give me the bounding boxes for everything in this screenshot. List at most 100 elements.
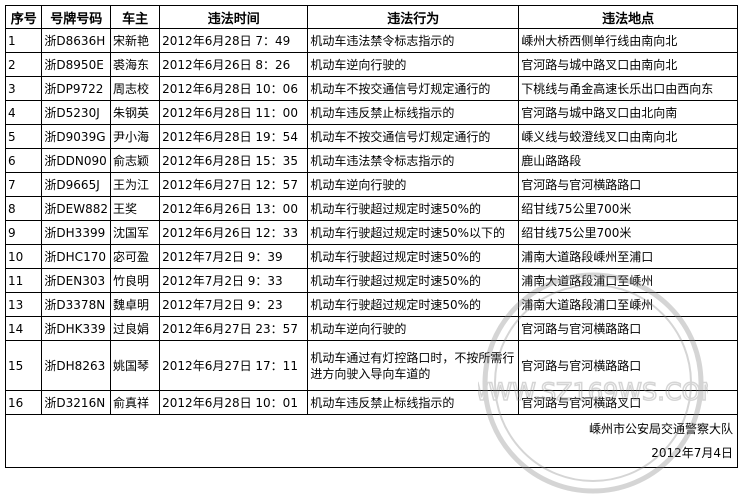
header-col-plate: 号牌号码 (41, 5, 112, 29)
col-owner-cell: 俞真祥 (110, 390, 161, 415)
col-location-cell: 官河路与城中路叉口由北向南 (518, 100, 738, 125)
col-owner-cell: 王为江 (110, 172, 161, 197)
table-row: 16 浙D3216N 俞真祥 2012年6月28日 10：01 机动车违反禁止标线指示的… (4, 390, 738, 415)
header-col-index: 序号 (4, 5, 43, 29)
col-violation-cell: 机动车通过有灯控路口时，不按所需行进方向驶入导向车道的 (307, 340, 520, 391)
col-violation-cell: 机动车行驶超过规定时速50%的 (307, 196, 520, 221)
col-violation-cell: 机动车行驶超过规定时速50%的 (307, 244, 520, 269)
col-index-cell: 14 (4, 316, 43, 341)
col-plate-cell: 浙DH3399 (41, 220, 112, 245)
col-index-cell: 7 (4, 172, 43, 197)
col-violation-cell: 机动车逆向行驶的 (307, 172, 520, 197)
col-location-cell: 官河路与官河横路路口 (518, 340, 738, 391)
col-location-cell: 浦南大道路段浦口至嵊州 (518, 268, 738, 293)
col-plate-cell: 浙D8950E (41, 52, 112, 77)
col-plate-cell: 浙D9039G (41, 124, 112, 149)
table-row: 15 浙DH8263 姚国琴 2012年6月27日 17：11 机动车通过有灯控路口时，… (4, 340, 738, 391)
col-time-cell: 2012年6月27日 12：57 (159, 172, 309, 197)
col-index-cell: 3 (4, 76, 43, 101)
col-time-cell: 2012年6月26日 13：00 (159, 196, 309, 221)
col-owner-cell: 朱钢英 (110, 100, 161, 125)
col-location-cell: 浦南大道路段嵊州至浦口 (518, 244, 738, 269)
col-violation-cell: 机动车逆向行驶的 (307, 316, 520, 341)
col-time-cell: 2012年7月2日 9：23 (159, 292, 309, 317)
col-violation-cell: 机动车违法禁令标志指示的 (307, 28, 520, 53)
issue-date: 2012年7月4日 (651, 446, 733, 460)
col-index-cell: 2 (4, 52, 43, 77)
table-row: 1 浙D8636H 宋新艳 2012年6月28日 7：49 机动车违法禁令标志指示的 嵊州… (4, 28, 738, 53)
col-plate-cell: 浙D9665J (41, 172, 112, 197)
col-plate-cell: 浙D3216N (41, 390, 112, 415)
header-col-location: 违法地点 (518, 5, 738, 29)
col-owner-cell: 沈国军 (110, 220, 161, 245)
col-time-cell: 2012年7月2日 9：39 (159, 244, 309, 269)
col-owner-cell: 过良娟 (110, 316, 161, 341)
col-owner-cell: 俞志颖 (110, 148, 161, 173)
col-index-cell: 11 (4, 268, 43, 293)
col-index-cell: 5 (4, 124, 43, 149)
col-location-cell: 绍甘线75公里700米 (518, 220, 738, 245)
col-violation-cell: 机动车逆向行驶的 (307, 52, 520, 77)
col-index-cell: 8 (4, 196, 43, 221)
col-owner-cell: 裘海东 (110, 52, 161, 77)
issuer: 嵊州市公安局交通警察大队 (588, 422, 733, 436)
col-violation-cell: 机动车行驶超过规定时速50%的 (307, 292, 520, 317)
col-owner-cell: 姚国琴 (110, 340, 161, 391)
table-row: 14 浙DHK339 过良娟 2012年6月27日 23：57 机动车逆向行驶的 官河路与… (4, 316, 738, 341)
table-row: 13 浙D3378N 魏卓明 2012年7月2日 9：23 机动车行驶超过规定时速50%… (4, 292, 738, 317)
col-plate-cell: 浙D5230J (41, 100, 112, 125)
col-time-cell: 2012年6月28日 10：06 (159, 76, 309, 101)
col-location-cell: 浦南大道路段浦口至嵊州 (518, 292, 738, 317)
col-time-cell: 2012年7月2日 9：33 (159, 268, 309, 293)
col-location-cell: 官河路与城中路叉口由南向北 (518, 52, 738, 77)
header-col-time: 违法时间 (159, 5, 309, 29)
col-owner-cell: 魏卓明 (110, 292, 161, 317)
col-owner-cell: 宋新艳 (110, 28, 161, 53)
col-violation-cell: 机动车行驶超过规定时速50%以下的 (307, 220, 520, 245)
table-row: 6 浙DDN090 俞志颖 2012年6月28日 15：35 机动车违法禁令标志指示的鹿… (4, 148, 738, 173)
col-owner-cell: 周志校 (110, 76, 161, 101)
col-location-cell: 官河路与官河横路路口 (518, 316, 738, 341)
header-col-owner: 车主 (110, 5, 161, 29)
footer: 嵊州市公安局交通警察大队 2012年7月4日 (5, 414, 738, 468)
col-index-cell: 9 (4, 220, 43, 245)
col-time-cell: 2012年6月28日 7：49 (159, 28, 309, 53)
table-row: 10 浙DHC170 宓可盈 2012年7月2日 9：39 机动车行驶超过规定时速50%… (4, 244, 738, 269)
col-plate-cell: 浙DDN090 (41, 148, 112, 173)
col-plate-cell: 浙DP9722 (41, 76, 112, 101)
col-index-cell: 13 (4, 292, 43, 317)
col-plate-cell: 浙DHK339 (41, 316, 112, 341)
col-plate-cell: 浙D3378N (41, 292, 112, 317)
col-location-cell: 下桃线与甬金高速长乐出口由西向东 (518, 76, 738, 101)
col-time-cell: 2012年6月26日 8：26 (159, 52, 309, 77)
col-violation-cell: 机动车违反禁止标线指示的 (307, 390, 520, 415)
col-plate-cell: 浙DEW882 (41, 196, 112, 221)
table-row: 3 浙DP9722 周志校 2012年6月28日 10：06 机动车不按交通信号灯规定通… (4, 76, 738, 101)
col-location-cell: 鹿山路路段 (518, 148, 738, 173)
col-location-cell: 嵊义线与蛟澄线叉口由南向北 (518, 124, 738, 149)
table-row: 9 浙DH3399 沈国军 2012年6月26日 12：33 机动车行驶超过规定时速50… (4, 220, 738, 245)
table-row: 5 浙D9039G 尹小海 2012年6月28日 19：54 机动车不按交通信号灯规定通… (4, 124, 738, 149)
col-owner-cell: 竹良明 (110, 268, 161, 293)
col-time-cell: 2012年6月27日 23：57 (159, 316, 309, 341)
table-row: 4 浙D5230J 朱钢英 2012年6月28日 11：00 机动车违反禁止标线指示的官… (4, 100, 738, 125)
table-row: 7 浙D9665J 王为江 2012年6月27日 12：57 机动车逆向行驶的 官河路与官… (4, 172, 738, 197)
table-row: 11 浙DEN303 竹良明 2012年7月2日 9：33 机动车行驶超过规定时速50%… (4, 268, 738, 293)
header-col-violation: 违法行为 (307, 5, 520, 29)
col-owner-cell: 尹小海 (110, 124, 161, 149)
table-row: 8 浙DEW882 王奖 2012年6月26日 13：00 机动车行驶超过规定时速50%… (4, 196, 738, 221)
col-owner-cell: 王奖 (110, 196, 161, 221)
col-time-cell: 2012年6月28日 11：00 (159, 100, 309, 125)
col-index-cell: 1 (4, 28, 43, 53)
col-time-cell: 2012年6月28日 10：01 (159, 390, 309, 415)
col-time-cell: 2012年6月26日 12：33 (159, 220, 309, 245)
col-index-cell: 10 (4, 244, 43, 269)
col-time-cell: 2012年6月27日 17：11 (159, 340, 309, 391)
col-plate-cell: 浙D8636H (41, 28, 112, 53)
col-plate-cell: 浙DEN303 (41, 268, 112, 293)
col-time-cell: 2012年6月28日 19：54 (159, 124, 309, 149)
violation-table: 序号 号牌号码 车主 违法时间 违法行为 违法地点 1 浙D8636H 宋新艳 2012年6月2… (4, 5, 738, 468)
col-plate-cell: 浙DHC170 (41, 244, 112, 269)
col-location-cell: 官河路与官河横路路口 (518, 172, 738, 197)
col-violation-cell: 机动车违法禁令标志指示的 (307, 148, 520, 173)
